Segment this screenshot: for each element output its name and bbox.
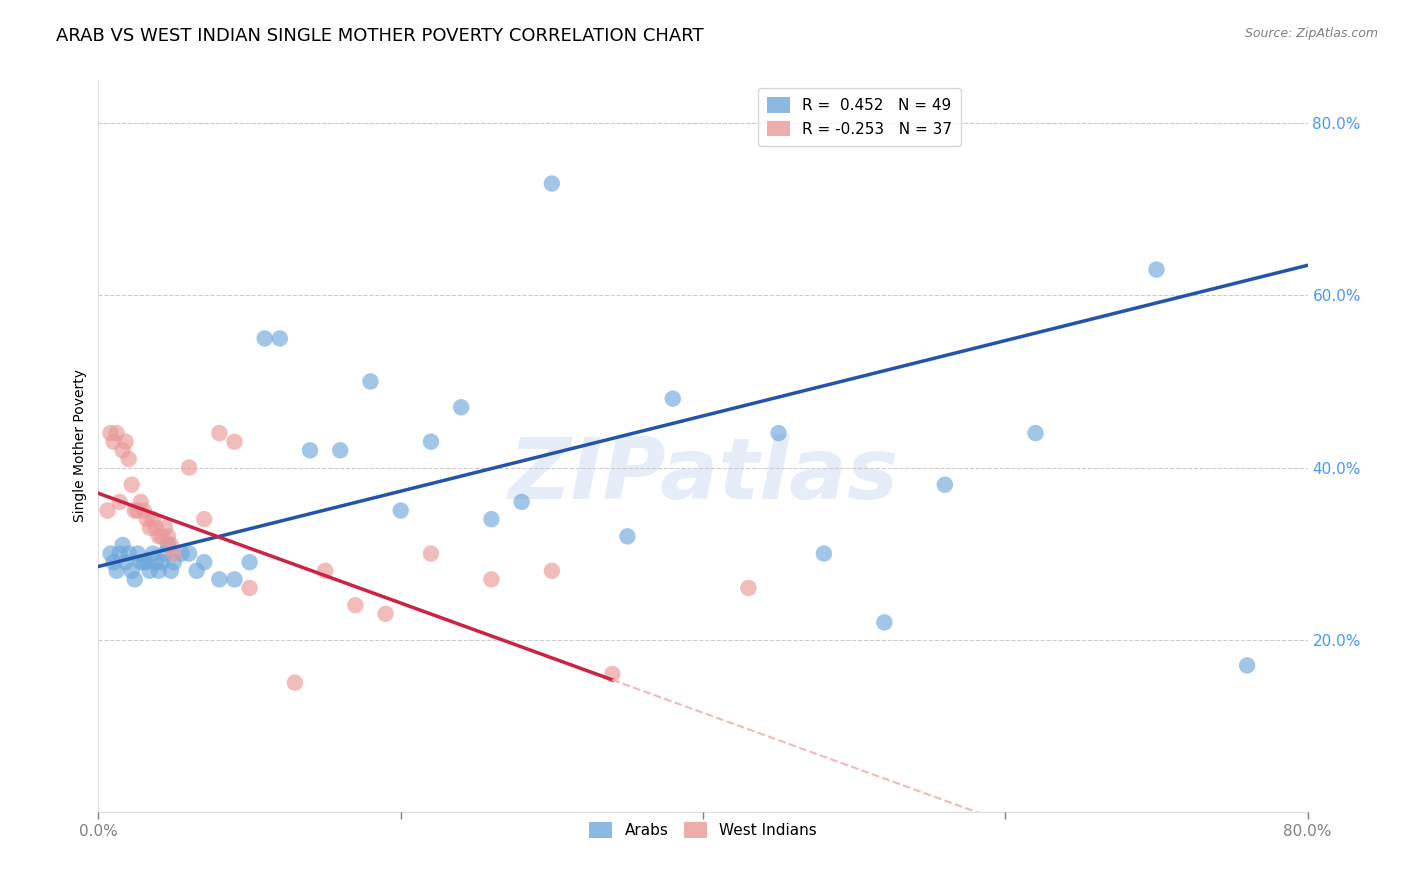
Point xyxy=(179,547,201,561)
Legend: Arabs, West Indians: Arabs, West Indians xyxy=(583,816,823,845)
Point xyxy=(150,529,173,543)
Point xyxy=(616,529,638,543)
Point xyxy=(193,512,215,526)
Point xyxy=(108,547,131,561)
Point xyxy=(1236,658,1258,673)
Point xyxy=(224,434,246,449)
Text: Source: ZipAtlas.com: Source: ZipAtlas.com xyxy=(1244,27,1378,40)
Point xyxy=(135,512,157,526)
Point xyxy=(208,426,231,441)
Point xyxy=(179,460,201,475)
Point xyxy=(148,564,170,578)
Point xyxy=(105,426,128,441)
Point xyxy=(108,495,131,509)
Point xyxy=(118,547,141,561)
Point xyxy=(768,426,790,441)
Text: ARAB VS WEST INDIAN SINGLE MOTHER POVERTY CORRELATION CHART: ARAB VS WEST INDIAN SINGLE MOTHER POVERT… xyxy=(56,27,704,45)
Point xyxy=(239,555,262,569)
Point xyxy=(100,547,122,561)
Point xyxy=(661,392,683,406)
Point xyxy=(193,555,215,569)
Point xyxy=(129,555,152,569)
Point xyxy=(1144,262,1167,277)
Point xyxy=(103,434,125,449)
Point xyxy=(269,331,291,345)
Point xyxy=(150,555,173,569)
Point xyxy=(118,451,141,466)
Point xyxy=(450,401,472,415)
Point xyxy=(127,547,149,561)
Point xyxy=(160,538,183,552)
Point xyxy=(114,434,136,449)
Point xyxy=(153,547,176,561)
Point xyxy=(145,555,167,569)
Point xyxy=(148,529,170,543)
Y-axis label: Single Mother Poverty: Single Mother Poverty xyxy=(73,369,87,523)
Point xyxy=(602,667,624,681)
Text: ZIPatlas: ZIPatlas xyxy=(508,434,898,516)
Point xyxy=(111,443,134,458)
Point xyxy=(105,564,128,578)
Point xyxy=(142,512,165,526)
Point xyxy=(163,547,186,561)
Point xyxy=(344,598,367,612)
Point xyxy=(360,375,382,389)
Point xyxy=(160,564,183,578)
Point xyxy=(239,581,262,595)
Point xyxy=(163,555,186,569)
Point xyxy=(540,177,562,191)
Point xyxy=(284,675,307,690)
Point xyxy=(420,547,443,561)
Point xyxy=(299,443,322,458)
Point xyxy=(934,477,956,491)
Point xyxy=(100,426,122,441)
Point xyxy=(329,443,352,458)
Point xyxy=(253,331,276,345)
Point xyxy=(121,477,143,491)
Point xyxy=(208,573,231,587)
Point xyxy=(873,615,896,630)
Point xyxy=(481,573,503,587)
Point xyxy=(121,564,143,578)
Point xyxy=(145,521,167,535)
Point xyxy=(135,555,157,569)
Point xyxy=(139,564,162,578)
Point xyxy=(127,503,149,517)
Point xyxy=(142,547,165,561)
Point xyxy=(737,581,759,595)
Point xyxy=(139,521,162,535)
Point xyxy=(124,573,146,587)
Point xyxy=(314,564,336,578)
Point xyxy=(103,555,125,569)
Point xyxy=(111,538,134,552)
Point xyxy=(96,503,118,517)
Point xyxy=(170,547,193,561)
Point xyxy=(813,547,835,561)
Point xyxy=(540,564,562,578)
Point xyxy=(124,503,146,517)
Point xyxy=(389,503,412,517)
Point xyxy=(114,555,136,569)
Point xyxy=(420,434,443,449)
Point xyxy=(481,512,503,526)
Point xyxy=(156,529,179,543)
Point xyxy=(156,538,179,552)
Point xyxy=(224,573,246,587)
Point xyxy=(132,503,155,517)
Point xyxy=(1024,426,1046,441)
Point xyxy=(132,555,155,569)
Point xyxy=(510,495,533,509)
Point xyxy=(153,521,176,535)
Point xyxy=(374,607,396,621)
Point xyxy=(129,495,152,509)
Point xyxy=(186,564,208,578)
